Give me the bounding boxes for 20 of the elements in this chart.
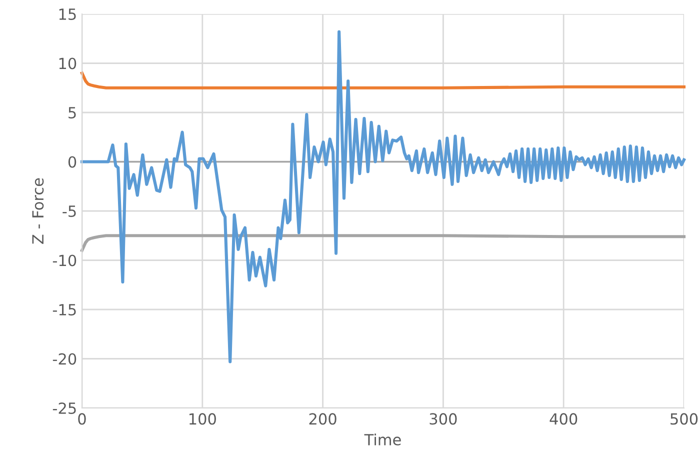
y-axis-title: Z - Force [32, 178, 44, 244]
line-series [80, 234, 686, 252]
y-tick-label: -20 [52, 353, 76, 365]
x-tick-label: 400 [550, 413, 578, 425]
y-tick-label: 0 [68, 156, 76, 168]
x-tick-label: 0 [78, 413, 86, 425]
y-tick-label: -15 [52, 304, 76, 316]
line-series [80, 72, 686, 90]
x-tick-label: 500 [670, 413, 698, 425]
y-tick-label: -5 [62, 206, 76, 218]
y-tick-label: 15 [59, 8, 76, 20]
x-tick-label: 100 [189, 413, 216, 425]
line-series [80, 30, 686, 364]
x-axis-title: Time [364, 434, 401, 446]
y-tick-label: 5 [68, 107, 76, 119]
x-tick-label: 200 [309, 413, 336, 425]
y-tick-label: 10 [59, 58, 76, 70]
y-tick-label: -10 [52, 254, 76, 266]
y-tick-label: -25 [52, 402, 76, 414]
x-tick-label: 300 [430, 413, 457, 425]
